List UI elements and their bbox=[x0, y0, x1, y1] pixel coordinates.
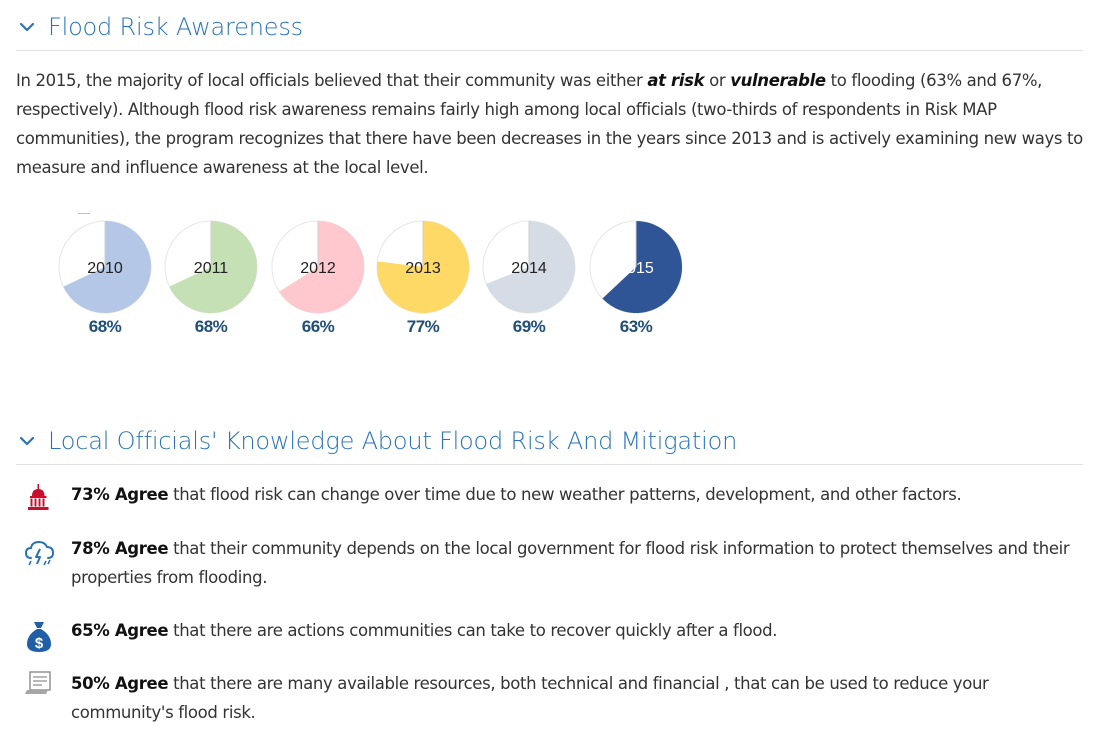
pie-chart-2012 bbox=[271, 220, 365, 314]
chevron-down-icon bbox=[16, 430, 38, 452]
stat-text: that there are many available resources,… bbox=[71, 674, 989, 722]
pie-2013: 2013 77% bbox=[376, 220, 476, 345]
pie-year-label: 2014 bbox=[511, 260, 547, 277]
pie-chart-2010 bbox=[58, 220, 152, 314]
divider-mark bbox=[78, 213, 90, 214]
pie-chart-2011 bbox=[164, 220, 258, 314]
section-title: Local Officials' Knowledge About Flood R… bbox=[48, 426, 738, 455]
pie-slice-2015 bbox=[602, 221, 683, 313]
intro-paragraph: In 2015, the majority of local officials… bbox=[16, 71, 1083, 177]
stat-text: that their community depends on the loca… bbox=[71, 539, 1070, 587]
pie-year-label: 2011 bbox=[193, 260, 229, 277]
pie-chart-2014 bbox=[482, 220, 576, 314]
stat-text: that flood risk can change over time due… bbox=[168, 485, 962, 504]
emphasis-vulnerable: vulnerable bbox=[730, 71, 826, 90]
pie-slice-2011 bbox=[169, 221, 258, 313]
stat-bold: 65% Agree bbox=[71, 621, 169, 640]
money-bag-icon: $ bbox=[24, 619, 54, 652]
pie-2012: 2012 66% bbox=[271, 220, 371, 345]
pie-2010: 2010 68% bbox=[58, 220, 158, 345]
flood-risk-awareness-header[interactable]: Flood Risk Awareness bbox=[16, 3, 1083, 51]
stat-bold: 78% Agree bbox=[71, 539, 169, 558]
pie-year-label: 2012 bbox=[300, 260, 336, 277]
svg-text:$: $ bbox=[35, 635, 44, 652]
document-icon bbox=[24, 669, 54, 699]
capitol-building-icon bbox=[24, 483, 54, 513]
pie-slice-2012 bbox=[279, 221, 364, 313]
pie-percent-label: 63% bbox=[619, 317, 653, 336]
pie-year-label: 2010 bbox=[87, 260, 123, 277]
pie-percent-label: 77% bbox=[406, 317, 440, 336]
storm-cloud-icon bbox=[24, 538, 55, 568]
pie-percent-label: 68% bbox=[194, 317, 228, 336]
pie-2014: 2014 69% bbox=[482, 220, 582, 345]
pie-chart-2015 bbox=[589, 220, 683, 314]
stat-text: that there are actions communities can t… bbox=[168, 621, 778, 640]
stat-bold: 50% Agree bbox=[71, 674, 169, 693]
section-title: Flood Risk Awareness bbox=[48, 12, 303, 41]
pie-2015: 2015 63% bbox=[589, 220, 689, 345]
pie-slice-2010 bbox=[63, 221, 152, 313]
pie-chart-2013 bbox=[376, 220, 470, 314]
pie-year-label: 2015 bbox=[618, 260, 654, 277]
pie-percent-label: 69% bbox=[512, 317, 546, 336]
knowledge-header[interactable]: Local Officials' Knowledge About Flood R… bbox=[16, 417, 1083, 465]
stat-bold: 73% Agree bbox=[71, 485, 169, 504]
pie-percent-label: 66% bbox=[301, 317, 335, 336]
pie-2011: 2011 68% bbox=[164, 220, 264, 345]
awareness-pie-charts: 2010 68% 2011 68% 2012 66% 2013 77% 2014 69% 2015 6… bbox=[0, 220, 700, 345]
pie-percent-label: 68% bbox=[88, 317, 122, 336]
emphasis-at-risk: at risk bbox=[647, 71, 705, 90]
pie-slice-2014 bbox=[486, 221, 576, 313]
chevron-down-icon bbox=[16, 16, 38, 38]
pie-year-label: 2013 bbox=[405, 260, 441, 277]
